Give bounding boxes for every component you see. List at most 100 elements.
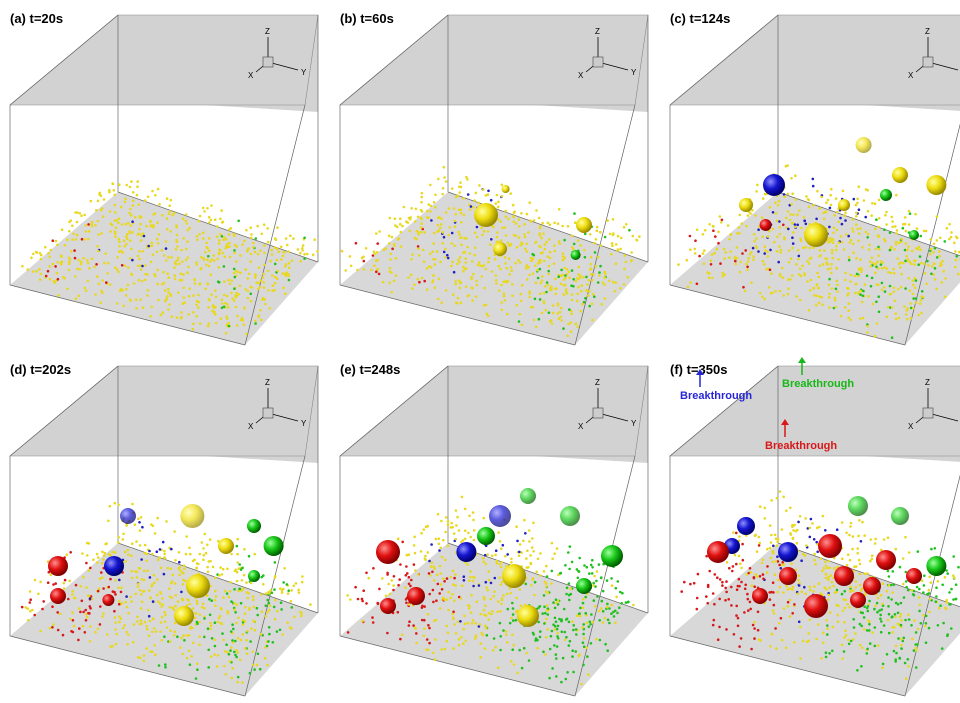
particle	[776, 545, 779, 548]
particle	[729, 250, 732, 253]
particle	[397, 537, 400, 540]
particle	[915, 649, 918, 652]
particle	[437, 513, 440, 516]
particle	[512, 644, 515, 647]
particle	[316, 250, 319, 253]
particle	[214, 645, 217, 648]
particle	[590, 273, 593, 276]
particle	[280, 246, 283, 249]
particle	[827, 241, 830, 244]
particle	[376, 602, 379, 605]
particle	[253, 606, 256, 609]
particle	[437, 224, 440, 227]
particle	[140, 216, 143, 219]
particle	[793, 603, 796, 606]
particle	[579, 276, 582, 279]
particle	[289, 234, 292, 237]
particle	[823, 567, 826, 570]
particle	[806, 280, 809, 283]
particle	[544, 612, 547, 615]
particle	[488, 612, 491, 615]
particle	[500, 547, 503, 550]
particle	[912, 593, 915, 596]
particle	[724, 587, 727, 590]
particle	[902, 557, 905, 560]
particle	[749, 567, 752, 570]
particle	[897, 241, 900, 244]
particle	[428, 627, 431, 630]
particle	[600, 607, 603, 610]
particle	[796, 542, 799, 545]
particle	[363, 260, 366, 263]
particle	[891, 220, 894, 223]
particle	[562, 259, 565, 262]
particle	[420, 201, 423, 204]
particle	[134, 523, 137, 526]
particle	[416, 230, 419, 233]
particle	[825, 619, 828, 622]
particle	[591, 559, 594, 562]
particle	[539, 282, 542, 285]
particle	[135, 298, 138, 301]
particle	[870, 538, 873, 541]
particle	[458, 644, 461, 647]
particle	[505, 234, 508, 237]
particle	[533, 319, 536, 322]
particle	[285, 271, 288, 274]
particle	[917, 314, 920, 317]
particle	[263, 286, 266, 289]
particle	[569, 640, 572, 643]
particle	[180, 591, 183, 594]
particle	[812, 590, 815, 593]
particle	[493, 637, 496, 640]
particle	[502, 544, 505, 547]
particle	[118, 603, 121, 606]
particle	[570, 330, 573, 333]
particle	[204, 251, 207, 254]
particle	[204, 533, 207, 536]
particle	[393, 245, 396, 248]
particle	[790, 177, 793, 180]
particle	[124, 201, 127, 204]
particle	[911, 250, 914, 253]
particle	[599, 639, 602, 642]
particle	[766, 565, 769, 568]
particle	[769, 206, 772, 209]
particle	[250, 237, 253, 240]
particle	[165, 297, 168, 300]
particle	[265, 592, 268, 595]
particle	[370, 269, 373, 272]
particle	[853, 198, 856, 201]
particle	[182, 302, 185, 305]
sphere	[760, 219, 772, 231]
particle	[923, 584, 926, 587]
particle	[157, 242, 160, 245]
particle	[504, 555, 507, 558]
particle	[693, 582, 696, 585]
particle	[770, 541, 773, 544]
particle	[871, 202, 874, 205]
particle	[539, 574, 542, 577]
particle	[145, 553, 148, 556]
particle	[772, 228, 775, 231]
particle	[505, 267, 508, 270]
particle	[689, 248, 692, 251]
particle	[543, 302, 546, 305]
particle	[213, 307, 216, 310]
particle	[895, 232, 898, 235]
particle	[762, 558, 765, 561]
particle	[875, 266, 878, 269]
particle	[777, 579, 780, 582]
particle	[436, 230, 439, 233]
particle	[475, 636, 478, 639]
particle	[547, 270, 550, 273]
particle	[735, 532, 738, 535]
particle	[40, 258, 43, 261]
particle	[615, 596, 618, 599]
particle	[413, 536, 416, 539]
particle	[703, 249, 706, 252]
particle	[170, 567, 173, 570]
particle	[139, 223, 142, 226]
particle	[921, 290, 924, 293]
particle	[816, 190, 819, 193]
